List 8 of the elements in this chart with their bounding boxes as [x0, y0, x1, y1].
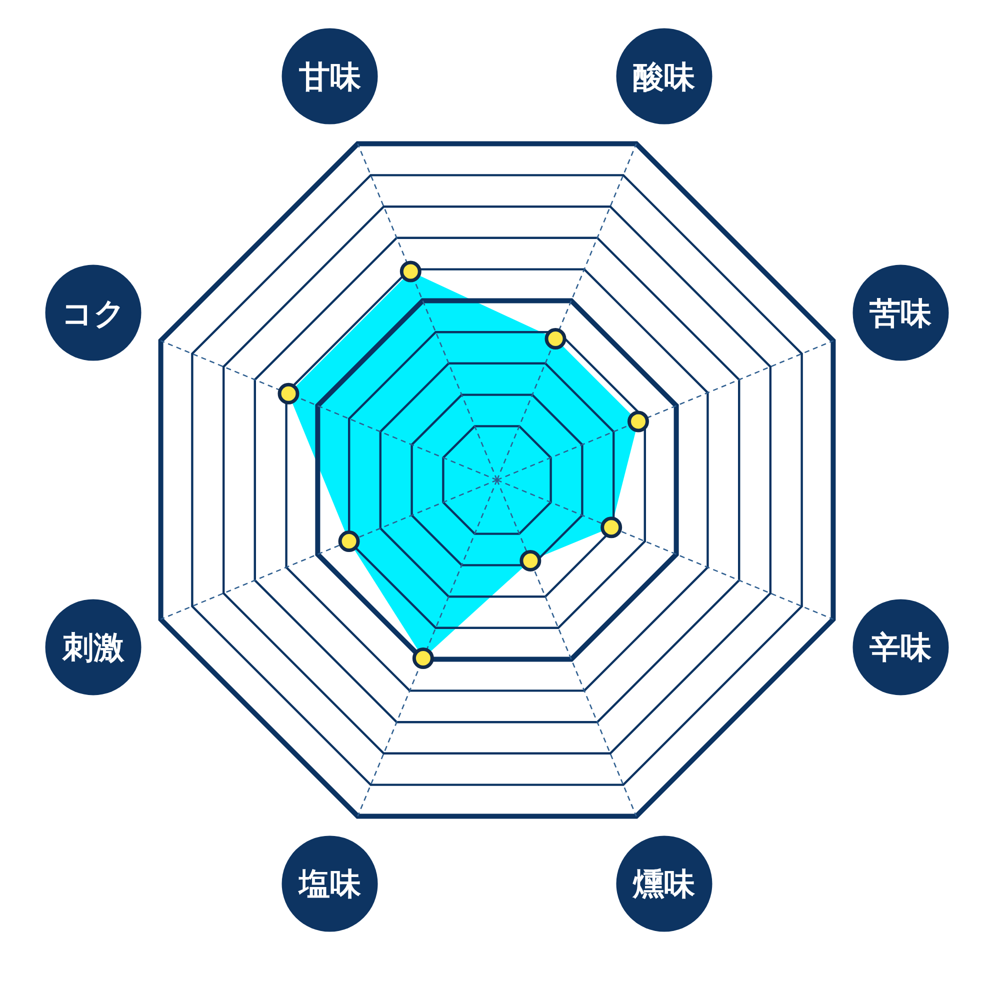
- spoke-label: 辛味: [868, 630, 933, 666]
- spoke-label: 酸味: [633, 59, 696, 96]
- spoke-label: 甘味: [298, 59, 362, 96]
- spoke-label: 燻味: [632, 866, 696, 903]
- spoke-label: 刺激: [61, 630, 126, 666]
- spoke-label: コク: [61, 296, 126, 332]
- spoke-label: 苦味: [868, 296, 933, 332]
- spoke-label: 塩味: [296, 866, 362, 903]
